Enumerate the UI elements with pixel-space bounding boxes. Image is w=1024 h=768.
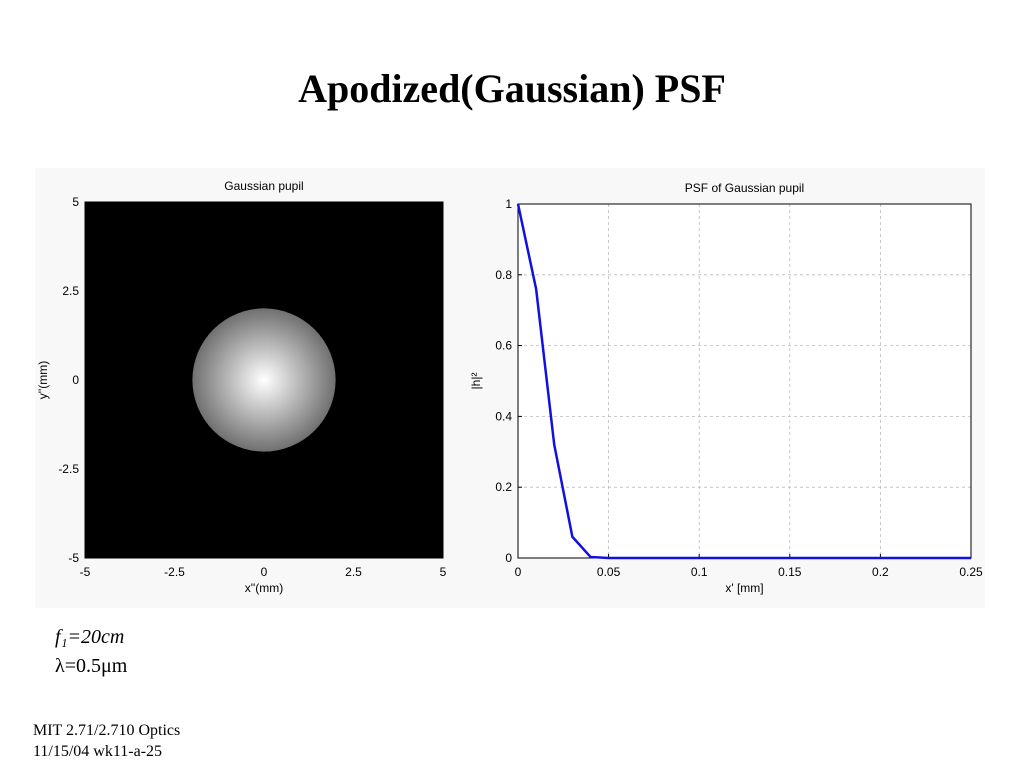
y-tick-label: -2.5: [58, 462, 79, 476]
x-axis-label: x''(mm): [245, 581, 284, 595]
y-tick-label: 0: [72, 373, 79, 387]
x-tick-label: 0.15: [778, 565, 802, 579]
x-tick-label: 0.2: [872, 565, 889, 579]
y-tick-label: -5: [68, 551, 79, 565]
y-tick-label: 0: [505, 551, 512, 565]
x-tick-label: 0.25: [959, 565, 983, 579]
pupil: [192, 308, 336, 452]
x-axis-label: x' [mm]: [725, 581, 763, 595]
y-tick-label: 1: [505, 197, 512, 211]
y-axis-label: |h|²: [469, 373, 483, 390]
y-tick-label: 0.6: [495, 339, 512, 353]
footer: MIT 2.71/2.710 Optics: [33, 722, 180, 739]
y-tick-label: 0.4: [495, 409, 512, 423]
plot-frame: [84, 201, 444, 559]
x-tick-label: 0: [515, 565, 522, 579]
x-tick-label: -2.5: [164, 565, 185, 579]
y-tick-label: 2.5: [62, 284, 79, 298]
chart-title: PSF of Gaussian pupil: [685, 181, 804, 195]
plot-area: [518, 204, 971, 558]
y-axis-label: y''(mm): [36, 361, 50, 400]
y-tick-label: 0.2: [495, 480, 512, 494]
x-tick-label: -5: [80, 565, 91, 579]
x-tick-label: 0.05: [597, 565, 621, 579]
y-tick-label: 5: [72, 195, 79, 209]
x-tick-label: 0: [261, 565, 268, 579]
note: λ=0.5μm: [55, 655, 128, 677]
note: f₁=20cm: [55, 626, 124, 648]
line-series: [516, 203, 971, 560]
slide-title: Apodized(Gaussian) PSF: [298, 66, 726, 111]
y-tick-label: 0.8: [495, 268, 512, 282]
x-tick-label: 2.5: [345, 565, 362, 579]
x-tick-label: 5: [440, 565, 447, 579]
x-tick-label: 0.1: [691, 565, 708, 579]
footer: 11/15/04 wk11-a-25: [33, 743, 162, 760]
chart-title: Gaussian pupil: [224, 179, 303, 193]
